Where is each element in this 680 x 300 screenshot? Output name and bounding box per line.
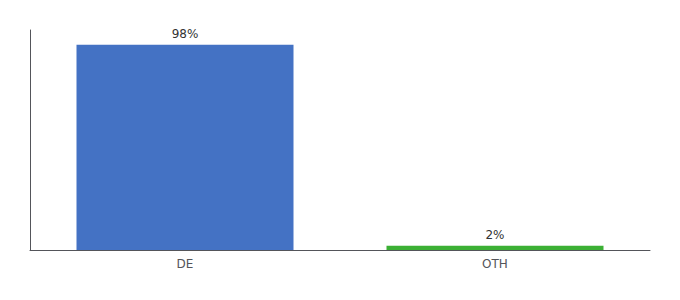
- svg-text:OTH: OTH: [482, 257, 508, 271]
- svg-text:DE: DE: [177, 257, 194, 271]
- svg-text:2%: 2%: [485, 228, 504, 242]
- svg-text:98%: 98%: [172, 27, 199, 41]
